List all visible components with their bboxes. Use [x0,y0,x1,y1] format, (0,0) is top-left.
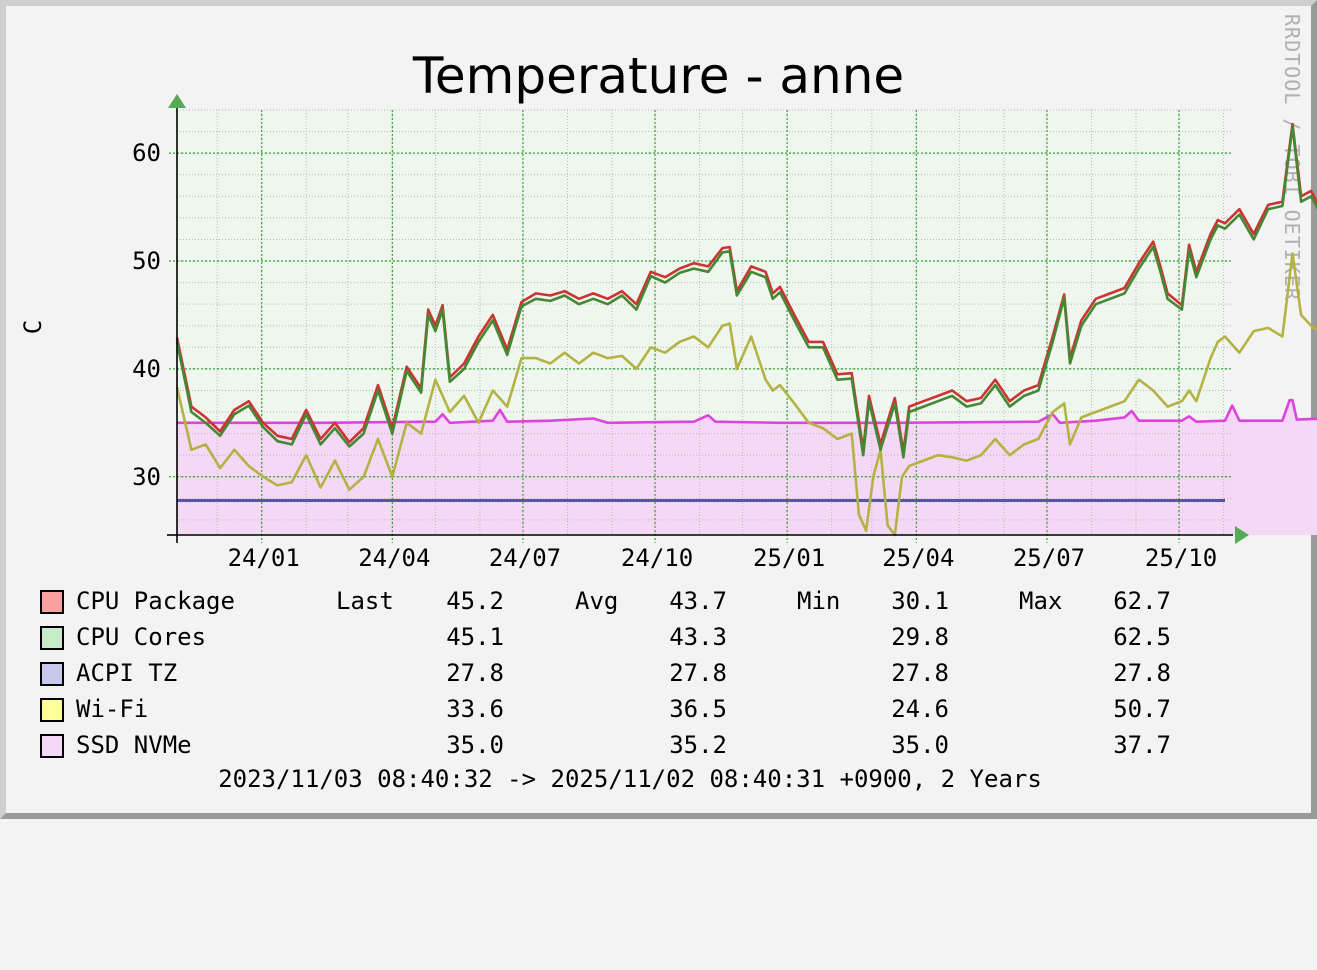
legend-min: 29.8 [891,623,949,651]
x-tick-label: 24/10 [621,544,693,572]
x-tick-label: 25/07 [1013,544,1085,572]
y-axis-arrow-icon [168,94,186,108]
legend-max: 27.8 [1113,659,1171,687]
legend-name: CPU Package [76,587,235,615]
legend-min: 24.6 [891,695,949,723]
y-tick-label: 50 [132,247,161,275]
legend-last: 45.1 [446,623,504,651]
graph-frame [0,0,1317,819]
series-line-ssd-nvme [177,398,1317,425]
legend-name: ACPI TZ [76,659,178,687]
x-tick-label: 25/01 [753,544,825,572]
legend-min: 30.1 [891,587,949,615]
legend-avg: 27.8 [669,659,727,687]
legend: CPU Package Last 45.2 Avg 43.7 Min 30.1 … [40,586,1280,766]
legend-swatch [40,662,64,686]
series-line-wi-fi [175,252,1317,537]
series-line-cpu-package [175,122,1317,454]
x-tick-label: 24/07 [489,544,561,572]
y-tick-label: 40 [132,355,161,383]
x-axis-arrow-icon [1235,526,1249,544]
x-tick-label: 24/04 [358,544,430,572]
legend-max-label: Max [1019,587,1063,615]
legend-last: 45.2 [446,587,504,615]
time-range-footer: 2023/11/03 08:40:32 -> 2025/11/02 08:40:… [218,765,1042,793]
legend-name: CPU Cores [76,623,207,651]
legend-avg: 36.5 [669,695,727,723]
legend-last: 35.0 [446,731,504,759]
legend-max: 50.7 [1113,695,1171,723]
chart-title: Temperature - anne [412,47,905,105]
legend-max: 37.7 [1113,731,1171,759]
legend-name: SSD NVMe [76,731,192,759]
legend-min: 27.8 [891,659,949,687]
y-tick-label: 60 [132,139,161,167]
legend-last: 27.8 [446,659,504,687]
legend-swatch [40,590,64,614]
legend-row: SSD NVMe 35.0 35.2 35.0 37.7 [40,730,1280,766]
legend-avg: 43.7 [669,587,727,615]
x-tick-label: 25/10 [1145,544,1217,572]
legend-avg: 35.2 [669,731,727,759]
legend-swatch [40,734,64,758]
legend-avg: 43.3 [669,623,727,651]
legend-swatch [40,626,64,650]
legend-last: 33.6 [446,695,504,723]
legend-last-label: Last [336,587,394,615]
x-tick-label: 24/01 [228,544,300,572]
legend-swatch [40,698,64,722]
legend-min-label: Min [797,587,841,615]
legend-row: ACPI TZ 27.8 27.8 27.8 27.8 [40,658,1280,694]
legend-min: 35.0 [891,731,949,759]
series-line-cpu-cores [175,124,1317,459]
legend-avg-label: Avg [575,587,619,615]
legend-row: CPU Cores 45.1 43.3 29.8 62.5 [40,622,1280,658]
legend-name: Wi-Fi [76,695,149,723]
legend-max: 62.5 [1113,623,1171,651]
plot-area: 30 40 50 60 24/01 24/04 24/07 24/10 25/01 25/04 25… [132,94,1317,572]
y-tick-label: 30 [132,463,161,491]
legend-max: 62.7 [1113,587,1171,615]
legend-row: Wi-Fi 33.6 36.5 24.6 50.7 [40,694,1280,730]
legend-row: CPU Package Last 45.2 Avg 43.7 Min 30.1 … [40,586,1280,622]
x-tick-label: 25/04 [882,544,954,572]
